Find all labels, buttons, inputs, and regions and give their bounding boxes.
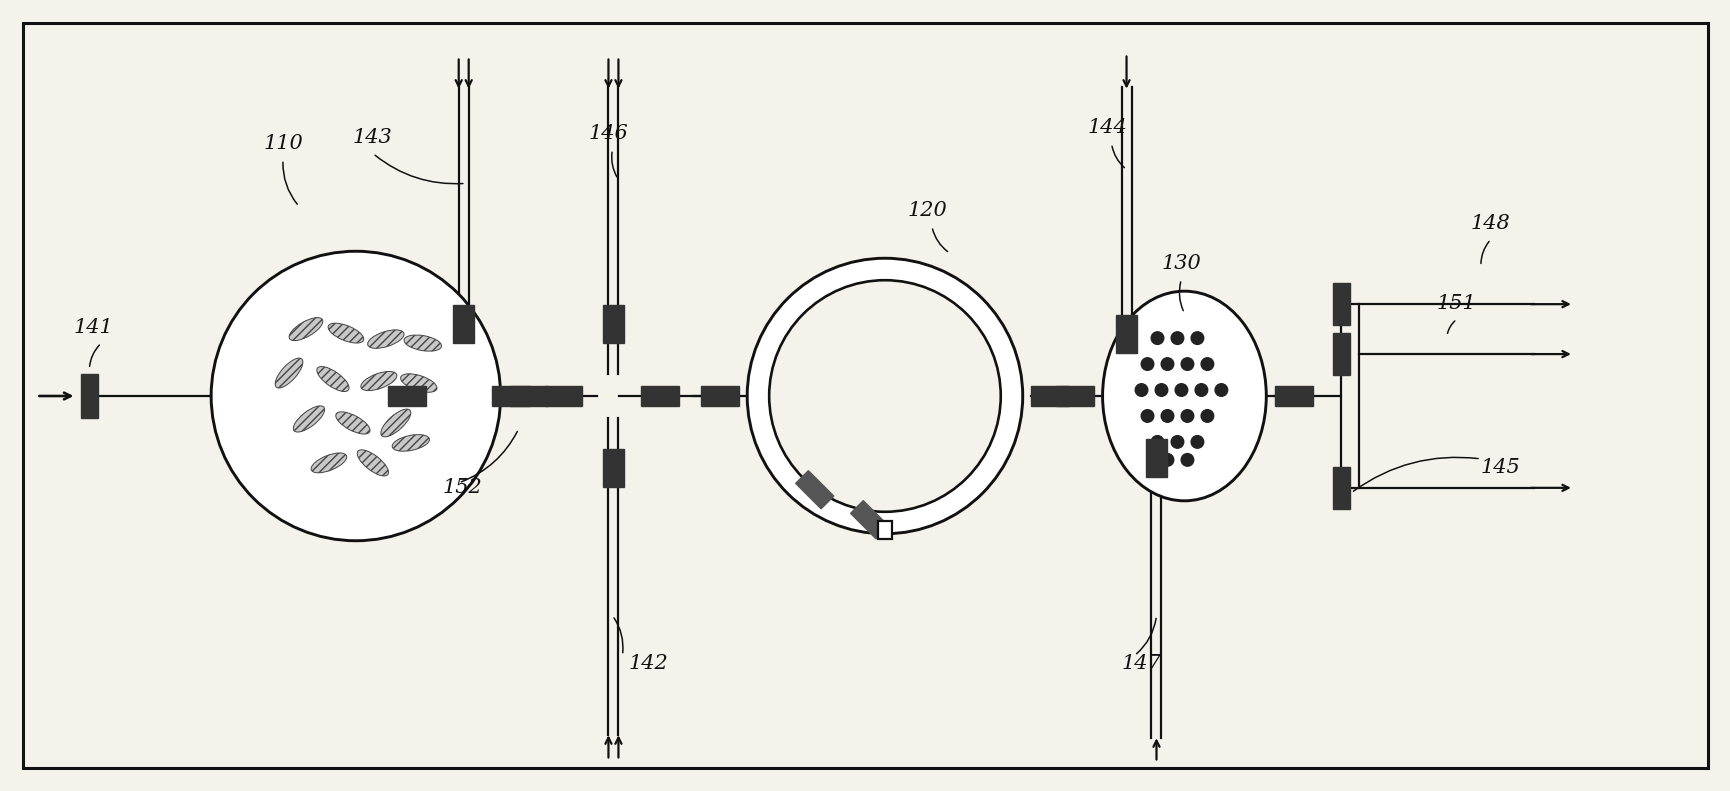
Circle shape <box>1140 410 1154 422</box>
Ellipse shape <box>381 409 410 437</box>
Circle shape <box>1161 410 1173 422</box>
Circle shape <box>1150 436 1163 448</box>
Text: 130: 130 <box>1161 254 1201 273</box>
Bar <box>545 385 583 407</box>
Ellipse shape <box>393 434 429 451</box>
Circle shape <box>1190 331 1202 344</box>
Ellipse shape <box>311 453 346 473</box>
Circle shape <box>1201 410 1213 422</box>
Bar <box>388 385 426 407</box>
Text: 110: 110 <box>263 134 303 153</box>
Text: 147: 147 <box>1121 653 1161 672</box>
Bar <box>1145 439 1166 477</box>
Ellipse shape <box>292 406 325 432</box>
Bar <box>642 385 678 407</box>
Circle shape <box>768 280 1000 512</box>
Circle shape <box>1194 384 1208 396</box>
Circle shape <box>1171 436 1183 448</box>
Circle shape <box>1190 436 1202 448</box>
Bar <box>602 449 623 486</box>
Bar <box>1029 385 1067 407</box>
Circle shape <box>1161 453 1173 466</box>
Text: 152: 152 <box>443 478 483 497</box>
Bar <box>849 501 887 539</box>
Circle shape <box>1201 358 1213 370</box>
Ellipse shape <box>403 335 441 351</box>
Text: 143: 143 <box>353 128 393 147</box>
Circle shape <box>1150 331 1163 344</box>
Bar <box>877 520 891 539</box>
Circle shape <box>211 252 500 541</box>
Text: 145: 145 <box>1481 458 1519 477</box>
Text: 151: 151 <box>1436 294 1476 313</box>
Text: 120: 120 <box>908 202 946 221</box>
Ellipse shape <box>336 412 370 434</box>
Ellipse shape <box>356 450 388 476</box>
Circle shape <box>1180 453 1194 466</box>
Bar <box>1275 385 1313 407</box>
Bar <box>1332 283 1349 325</box>
Ellipse shape <box>400 374 436 392</box>
Ellipse shape <box>329 324 363 343</box>
Ellipse shape <box>289 318 322 341</box>
Circle shape <box>1140 358 1154 370</box>
Bar <box>1332 467 1349 509</box>
Bar <box>701 385 739 407</box>
Circle shape <box>1161 358 1173 370</box>
Ellipse shape <box>1102 291 1266 501</box>
Text: 148: 148 <box>1470 214 1510 233</box>
Bar <box>453 305 474 343</box>
Bar <box>1055 385 1093 407</box>
Circle shape <box>1214 384 1227 396</box>
Circle shape <box>1135 384 1147 396</box>
Circle shape <box>1180 358 1194 370</box>
Ellipse shape <box>360 372 396 391</box>
Ellipse shape <box>317 366 349 392</box>
Bar <box>796 471 834 509</box>
Text: 141: 141 <box>73 318 112 337</box>
Circle shape <box>1154 384 1168 396</box>
Bar <box>1116 315 1137 353</box>
Text: 142: 142 <box>628 653 668 672</box>
Bar <box>491 385 529 407</box>
Bar <box>509 385 547 407</box>
Circle shape <box>1175 384 1187 396</box>
Ellipse shape <box>275 358 303 388</box>
Text: 144: 144 <box>1086 119 1126 138</box>
Circle shape <box>747 258 1022 534</box>
Text: 146: 146 <box>588 124 628 143</box>
Circle shape <box>1171 331 1183 344</box>
Bar <box>1332 333 1349 375</box>
Ellipse shape <box>367 330 403 348</box>
Circle shape <box>1180 410 1194 422</box>
Bar <box>602 305 623 343</box>
Bar <box>81 373 99 418</box>
